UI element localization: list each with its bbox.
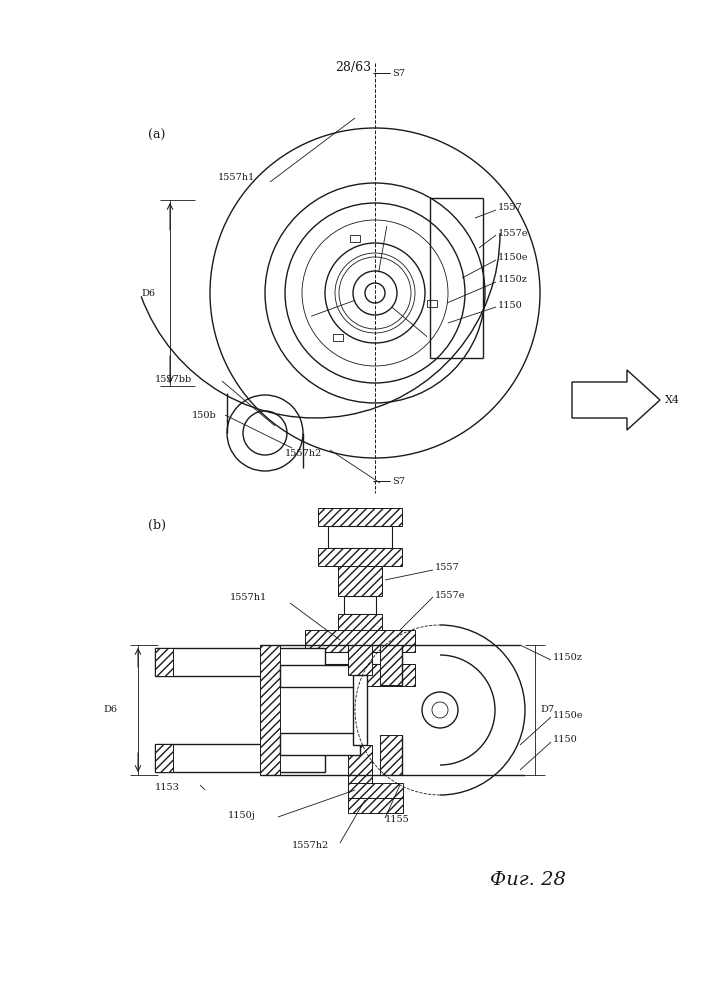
Text: (a): (a) <box>148 128 165 141</box>
Text: 1557h1: 1557h1 <box>230 593 267 602</box>
Text: S7: S7 <box>392 477 405 486</box>
Text: 1150z: 1150z <box>553 654 583 662</box>
Bar <box>338 614 382 634</box>
Text: (b): (b) <box>148 518 166 532</box>
Text: 1557e: 1557e <box>498 229 529 237</box>
Bar <box>260 645 280 775</box>
Bar <box>350 235 360 242</box>
Text: 1150: 1150 <box>498 300 522 310</box>
Bar <box>305 630 415 652</box>
Bar <box>427 300 437 307</box>
Bar <box>338 566 382 596</box>
Text: 1557h2: 1557h2 <box>284 448 322 458</box>
Bar <box>155 744 325 772</box>
Text: 1557e: 1557e <box>435 590 465 599</box>
Bar <box>344 596 376 614</box>
Text: 1557h1: 1557h1 <box>218 172 255 182</box>
Bar <box>155 648 325 676</box>
Text: 1150z: 1150z <box>498 275 528 284</box>
Bar <box>328 526 392 548</box>
Bar <box>348 745 372 783</box>
Text: D6: D6 <box>103 706 117 714</box>
Text: 1150e: 1150e <box>498 253 529 262</box>
Bar <box>380 645 402 685</box>
Text: S7: S7 <box>392 68 405 78</box>
Text: 1557h2: 1557h2 <box>291 840 329 850</box>
Bar <box>333 334 343 341</box>
Text: 1557bb: 1557bb <box>155 375 192 384</box>
Bar <box>155 648 173 676</box>
Text: 1557: 1557 <box>498 204 522 213</box>
Text: 1153: 1153 <box>155 784 180 792</box>
Text: 1150: 1150 <box>553 736 578 744</box>
Bar <box>348 798 403 813</box>
Bar <box>380 735 402 775</box>
Bar <box>318 652 402 664</box>
Text: 1150j: 1150j <box>228 810 256 820</box>
Bar <box>348 783 403 798</box>
Bar <box>305 664 415 686</box>
Text: 1150e: 1150e <box>553 710 583 720</box>
Text: Фиг. 28: Фиг. 28 <box>490 871 566 889</box>
Bar <box>318 548 402 566</box>
Bar <box>348 645 372 675</box>
Text: D6: D6 <box>141 288 155 298</box>
Text: D7: D7 <box>540 706 554 714</box>
Text: 1557: 1557 <box>435 564 460 572</box>
Bar <box>280 733 360 755</box>
Text: 1155: 1155 <box>385 816 410 824</box>
Text: X4: X4 <box>665 395 680 405</box>
Bar <box>155 744 173 772</box>
Bar <box>353 675 367 745</box>
Bar <box>318 508 402 526</box>
Bar <box>280 665 360 687</box>
Text: 28/63: 28/63 <box>335 62 371 75</box>
Text: 150b: 150b <box>192 410 217 420</box>
